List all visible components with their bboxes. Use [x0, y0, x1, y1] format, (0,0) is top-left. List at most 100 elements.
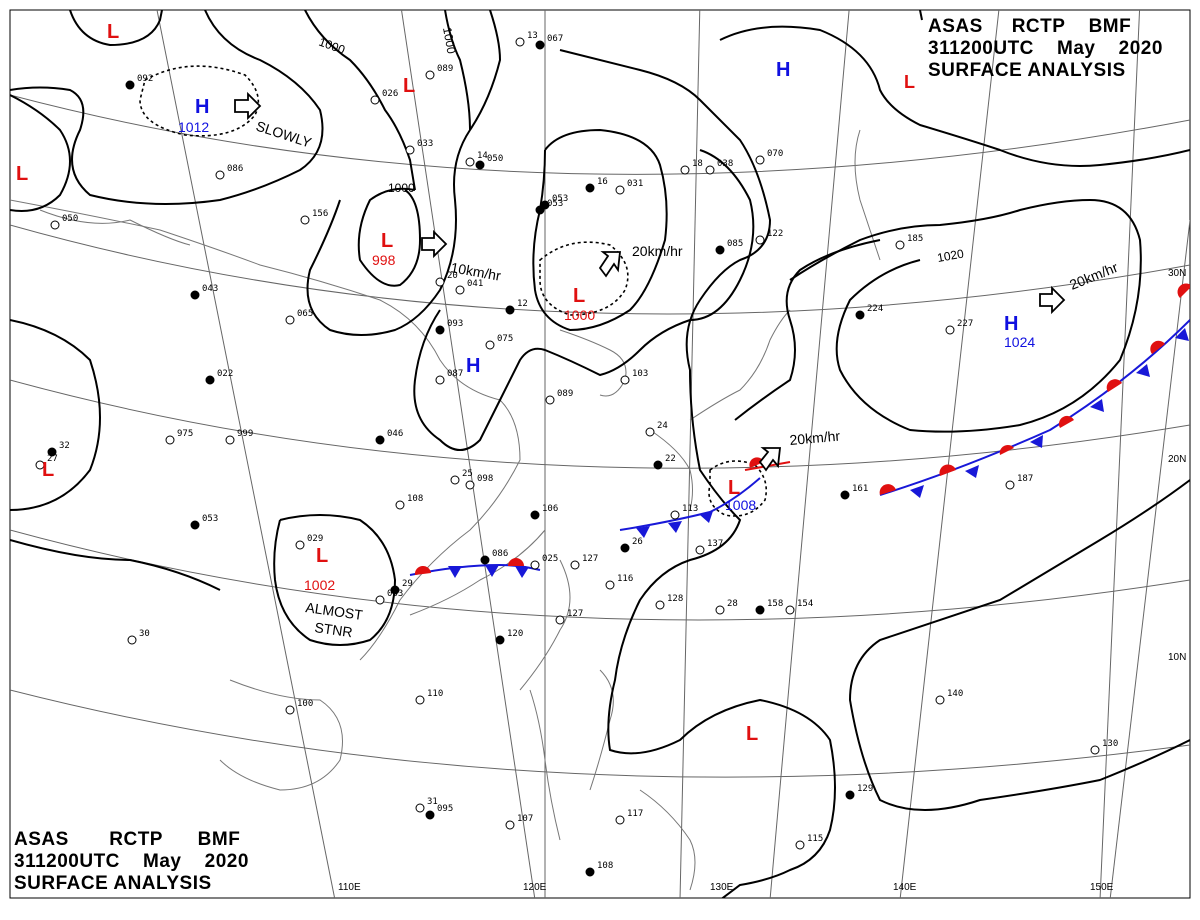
station-value: 22 [665, 454, 676, 464]
low-center-L: L [573, 285, 585, 307]
station-models: 067 089 033 050 038 031 053 156 041 093 075 087 022 9… [35, 31, 1118, 877]
station-value: 32 [59, 441, 70, 451]
station-model-icon [300, 215, 310, 225]
station-value: 120 [507, 629, 523, 639]
station-model-icon [1090, 745, 1100, 755]
station-model-icon [165, 435, 175, 445]
header-part: 311200UTC [928, 38, 1034, 59]
station-model-icon [285, 705, 295, 715]
station-value: 038 [717, 159, 733, 169]
station-value: 108 [407, 494, 423, 504]
high-center-H: H [466, 355, 480, 377]
header-bottom-left: ASAS RCTP BMF 311200UTC May 2020 SURFACE… [14, 829, 249, 895]
station-model-icon [295, 540, 305, 550]
station-model-icon [505, 820, 515, 830]
station-model-icon [415, 803, 425, 813]
station-value: 026 [382, 89, 398, 99]
station-model-icon [795, 840, 805, 850]
low-center-value: 1008 [725, 497, 756, 513]
station-value: 043 [202, 284, 218, 294]
station-value: 27 [47, 454, 58, 464]
station-model-icon [653, 460, 663, 470]
station-value: 065 [297, 309, 313, 319]
station-model-icon [435, 277, 445, 287]
station-value: 127 [582, 554, 598, 564]
low-center-L: L [746, 723, 758, 745]
station-model-icon [390, 585, 400, 595]
station-value: 227 [957, 319, 973, 329]
station-model-icon [485, 340, 495, 350]
high-center-H: H [776, 59, 790, 81]
station-model-icon [845, 790, 855, 800]
movement-label: 20km/hr [632, 243, 683, 259]
station-value: 158 [767, 599, 783, 609]
station-value: 12 [517, 299, 528, 309]
header-part: BMF [197, 829, 241, 850]
station-value: 115 [807, 834, 823, 844]
station-model-icon [715, 245, 725, 255]
station-value: 106 [542, 504, 558, 514]
header-part: ASAS [14, 829, 69, 850]
station-model-icon [945, 325, 955, 335]
station-model-icon [50, 220, 60, 230]
station-value: 16 [597, 177, 608, 187]
low-center-L: L [728, 477, 740, 499]
station-value: 103 [632, 369, 648, 379]
movement-label: STNR [314, 619, 354, 640]
station-value: 224 [867, 304, 883, 314]
station-value: 053 [552, 194, 568, 204]
warm-front [414, 283, 1190, 575]
movement-label: ALMOST [305, 599, 365, 623]
station-value: 140 [947, 689, 963, 699]
lon-label: 120E [523, 882, 547, 893]
station-value: 046 [387, 429, 403, 439]
station-model-icon [535, 40, 545, 50]
station-model-icon [755, 605, 765, 615]
station-value: 113 [682, 504, 698, 514]
station-value: 093 [447, 319, 463, 329]
station-value: 086 [227, 164, 243, 174]
station-model-icon [225, 435, 235, 445]
station-value: 041 [467, 279, 483, 289]
station-model-icon [570, 560, 580, 570]
lon-label: 150E [1090, 882, 1114, 893]
station-model-icon [840, 490, 850, 500]
station-model-icon [670, 510, 680, 520]
high-center-value: 1012 [178, 119, 209, 135]
station-value: 100 [297, 699, 313, 709]
station-model-icon [1005, 480, 1015, 490]
station-value: 31 [427, 797, 438, 807]
station-value: 053 [202, 514, 218, 524]
station-model-icon [375, 435, 385, 445]
low-center-L: L [381, 230, 393, 252]
station-model-icon [705, 165, 715, 175]
isobar-label: 1020 [936, 246, 965, 264]
station-value: 156 [312, 209, 328, 219]
header-part: BMF [1088, 16, 1132, 37]
hollow-right-arrow-icon [598, 251, 622, 278]
station-model-icon [655, 600, 665, 610]
station-model-icon [935, 695, 945, 705]
lat-label: 20N [1168, 454, 1186, 465]
station-value: 14 [477, 151, 488, 161]
low-center-value: 1002 [304, 577, 335, 593]
station-value: 975 [177, 429, 193, 439]
station-model-icon [455, 285, 465, 295]
station-model-icon [435, 325, 445, 335]
station-model-icon [530, 510, 540, 520]
station-model-icon [620, 543, 630, 553]
high-center-H: H [195, 96, 209, 118]
station-model-icon [530, 560, 540, 570]
header-part: 2020 [1118, 38, 1163, 59]
station-value: 137 [707, 539, 723, 549]
station-model-icon [895, 240, 905, 250]
header-part: RCTP [109, 829, 163, 850]
grid-labels: 30N 20N 10N 110E 120E 130E 140E 150E [338, 268, 1186, 893]
station-model-icon [127, 635, 137, 645]
station-value: 20 [447, 271, 458, 281]
low-center-L: L [403, 75, 415, 97]
station-model-icon [540, 200, 550, 210]
station-value: 075 [497, 334, 513, 344]
station-value: 095 [437, 804, 453, 814]
